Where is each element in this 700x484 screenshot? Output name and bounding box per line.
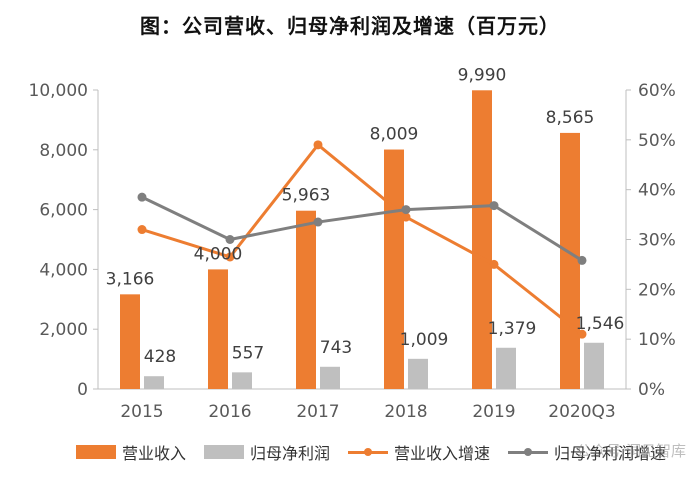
bar-revenue bbox=[208, 269, 228, 389]
point-revenue-growth bbox=[577, 329, 587, 339]
legend-swatch-revenue bbox=[76, 445, 116, 459]
bar-net-profit bbox=[496, 347, 516, 389]
bar-revenue bbox=[560, 132, 580, 389]
x-tick-label: 2015 bbox=[120, 402, 163, 422]
y-right-tick-label: 10% bbox=[638, 330, 676, 350]
x-tick-label: 2016 bbox=[208, 402, 251, 422]
bar-net-profit bbox=[408, 358, 428, 389]
legend-item-net-profit: 归母净利润 bbox=[204, 440, 330, 464]
data-label-revenue: 8,009 bbox=[370, 125, 419, 145]
watermark-text: 公众号·洞见智库 bbox=[576, 442, 686, 460]
bar-net-profit bbox=[144, 376, 164, 389]
data-label-revenue: 5,963 bbox=[282, 186, 331, 206]
point-revenue-growth bbox=[489, 259, 499, 269]
bar-net-profit bbox=[232, 372, 252, 389]
chart-legend: 营业收入 归母净利润 营业收入增速 归母净利润增速 bbox=[76, 440, 696, 464]
y-right-tick-label: 50% bbox=[638, 131, 676, 151]
legend-swatch-revenue-growth bbox=[348, 445, 389, 459]
line-net-profit-growth bbox=[141, 195, 583, 262]
y-right-tick-label: 60% bbox=[638, 81, 676, 101]
bar-net-profit bbox=[584, 342, 604, 389]
point-net-profit-growth bbox=[313, 217, 323, 227]
data-label-net-profit: 428 bbox=[144, 347, 176, 367]
legend-item-revenue: 营业收入 bbox=[76, 440, 186, 464]
chart-title: 图：公司营收、归母净利润及增速（百万元） bbox=[140, 14, 560, 38]
y-right-tick-label: 0% bbox=[638, 380, 665, 400]
data-label-net-profit: 1,546 bbox=[576, 314, 625, 334]
y-left-tick-label: 2,000 bbox=[39, 320, 88, 340]
legend-item-revenue-growth: 营业收入增速 bbox=[348, 440, 490, 464]
bar-revenue bbox=[384, 149, 404, 389]
point-net-profit-growth bbox=[401, 205, 411, 215]
point-net-profit-growth bbox=[137, 192, 147, 202]
data-label-revenue: 3,166 bbox=[106, 269, 155, 289]
data-label-net-profit: 743 bbox=[320, 338, 352, 358]
y-left-tick-label: 10,000 bbox=[29, 81, 88, 101]
point-revenue-growth bbox=[225, 252, 235, 262]
legend-swatch-net-profit bbox=[204, 445, 245, 459]
y-right-tick-label: 30% bbox=[638, 231, 676, 251]
y-left-tick-label: 8,000 bbox=[39, 141, 88, 161]
x-tick-label: 2020Q3 bbox=[548, 402, 615, 422]
y-left-tick-label: 6,000 bbox=[39, 201, 88, 221]
point-net-profit-growth bbox=[577, 255, 587, 265]
y-right-tick-label: 40% bbox=[638, 181, 676, 201]
point-revenue-growth bbox=[313, 140, 323, 150]
data-label-revenue: 9,990 bbox=[458, 65, 507, 85]
point-revenue-growth bbox=[401, 212, 411, 222]
data-label-net-profit: 557 bbox=[232, 343, 264, 363]
y-right-tick-label: 20% bbox=[638, 280, 676, 300]
x-tick-label: 2017 bbox=[296, 402, 339, 422]
bar-revenue bbox=[472, 90, 492, 389]
bar-net-profit bbox=[320, 366, 340, 389]
legend-swatch-net-profit-growth bbox=[508, 445, 549, 459]
point-net-profit-growth bbox=[225, 235, 235, 244]
data-label-revenue: 8,565 bbox=[546, 108, 595, 128]
data-label-revenue: 4,000 bbox=[194, 244, 243, 264]
y-left-tick-label: 4,000 bbox=[39, 260, 88, 280]
bar-revenue bbox=[296, 210, 316, 389]
point-revenue-growth bbox=[137, 225, 147, 235]
data-label-net-profit: 1,009 bbox=[400, 330, 449, 350]
legend-label-net-profit-growth: 归母净利润增速 bbox=[554, 444, 667, 463]
legend-item-net-profit-growth: 归母净利润增速 bbox=[508, 440, 666, 464]
data-label-net-profit: 1,379 bbox=[488, 319, 537, 339]
legend-label-net-profit: 归母净利润 bbox=[250, 444, 331, 463]
legend-label-revenue-growth: 营业收入增速 bbox=[394, 444, 491, 463]
y-left-tick-label: 0 bbox=[77, 380, 88, 400]
legend-label-revenue: 营业收入 bbox=[122, 444, 187, 463]
x-tick-label: 2018 bbox=[384, 402, 427, 422]
bar-revenue bbox=[120, 294, 140, 389]
point-net-profit-growth bbox=[489, 201, 499, 211]
line-revenue-growth bbox=[141, 143, 583, 336]
x-tick-label: 2019 bbox=[472, 402, 515, 422]
